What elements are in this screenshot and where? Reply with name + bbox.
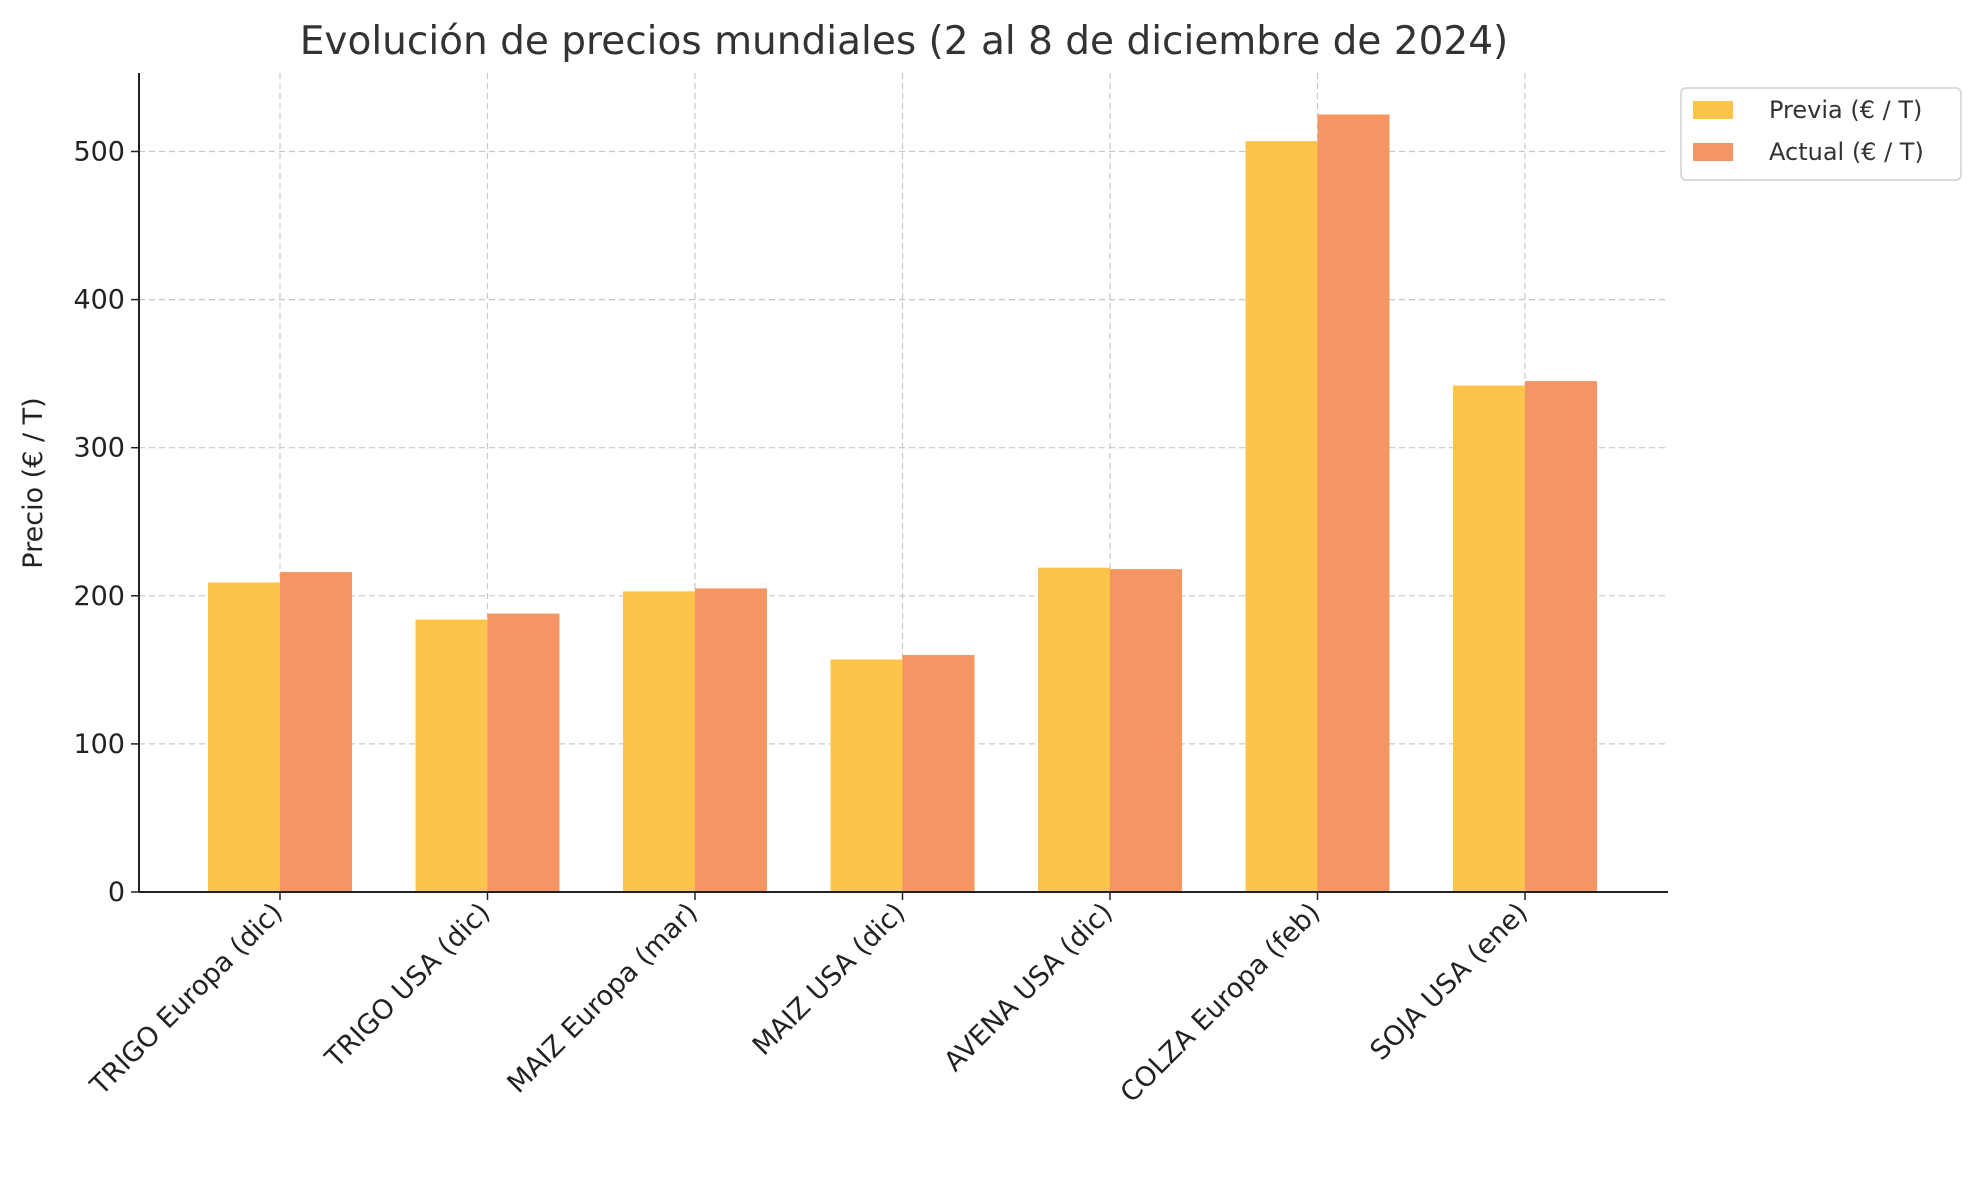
bar-previa [1245, 141, 1318, 892]
legend-box [1680, 87, 1962, 181]
x-tick-label: TRIGO USA (dic) [319, 897, 496, 1074]
x-tick-label: SOJA USA (ene) [1364, 897, 1534, 1067]
legend-label: Actual (€ / T) [1769, 138, 1924, 166]
legend: Previa (€ / T) Actual (€ / T) [1680, 87, 1962, 181]
bar-actual [902, 655, 975, 892]
y-tick-label: 0 [108, 877, 125, 908]
chart-title: Evolución de precios mundiales (2 al 8 d… [300, 19, 1509, 64]
y-tick-label: 400 [73, 285, 125, 316]
legend-label: Previa (€ / T) [1769, 96, 1922, 124]
y-tick-label: 200 [73, 581, 125, 612]
y-axis-ticks: 0 100 200 300 400 500 [73, 136, 139, 908]
bars [208, 114, 1597, 892]
bar-previa [208, 582, 280, 892]
x-tick-label: TRIGO Europa (dic) [84, 897, 289, 1102]
bar-actual [280, 572, 352, 892]
bar-actual [1317, 114, 1390, 892]
bar-actual [1525, 381, 1597, 892]
x-tick-label: AVENA USA (dic) [938, 897, 1119, 1078]
axes [138, 73, 1668, 893]
legend-swatch [1693, 101, 1733, 119]
bar-actual [487, 613, 560, 892]
bar-previa [830, 659, 903, 892]
y-tick-label: 300 [73, 433, 125, 464]
x-tick-label: MAIZ USA (dic) [747, 897, 912, 1062]
bar-actual [695, 588, 767, 892]
bar-previa [1453, 385, 1525, 892]
bar-actual [1110, 569, 1182, 892]
bar-previa [1038, 567, 1110, 892]
x-tick-label: MAIZ Europa (mar) [502, 897, 704, 1099]
x-axis-ticks: TRIGO Europa (dic) TRIGO USA (dic) MAIZ Eu… [84, 892, 1534, 1109]
y-tick-label: 100 [73, 729, 125, 760]
y-tick-label: 500 [73, 136, 125, 167]
x-tick-label: COLZA Europa (feb) [1115, 897, 1327, 1109]
bar-previa [415, 619, 488, 892]
bar-previa [623, 591, 695, 892]
legend-swatch [1693, 143, 1733, 161]
y-axis-label: Precio (€ / T) [18, 397, 49, 568]
